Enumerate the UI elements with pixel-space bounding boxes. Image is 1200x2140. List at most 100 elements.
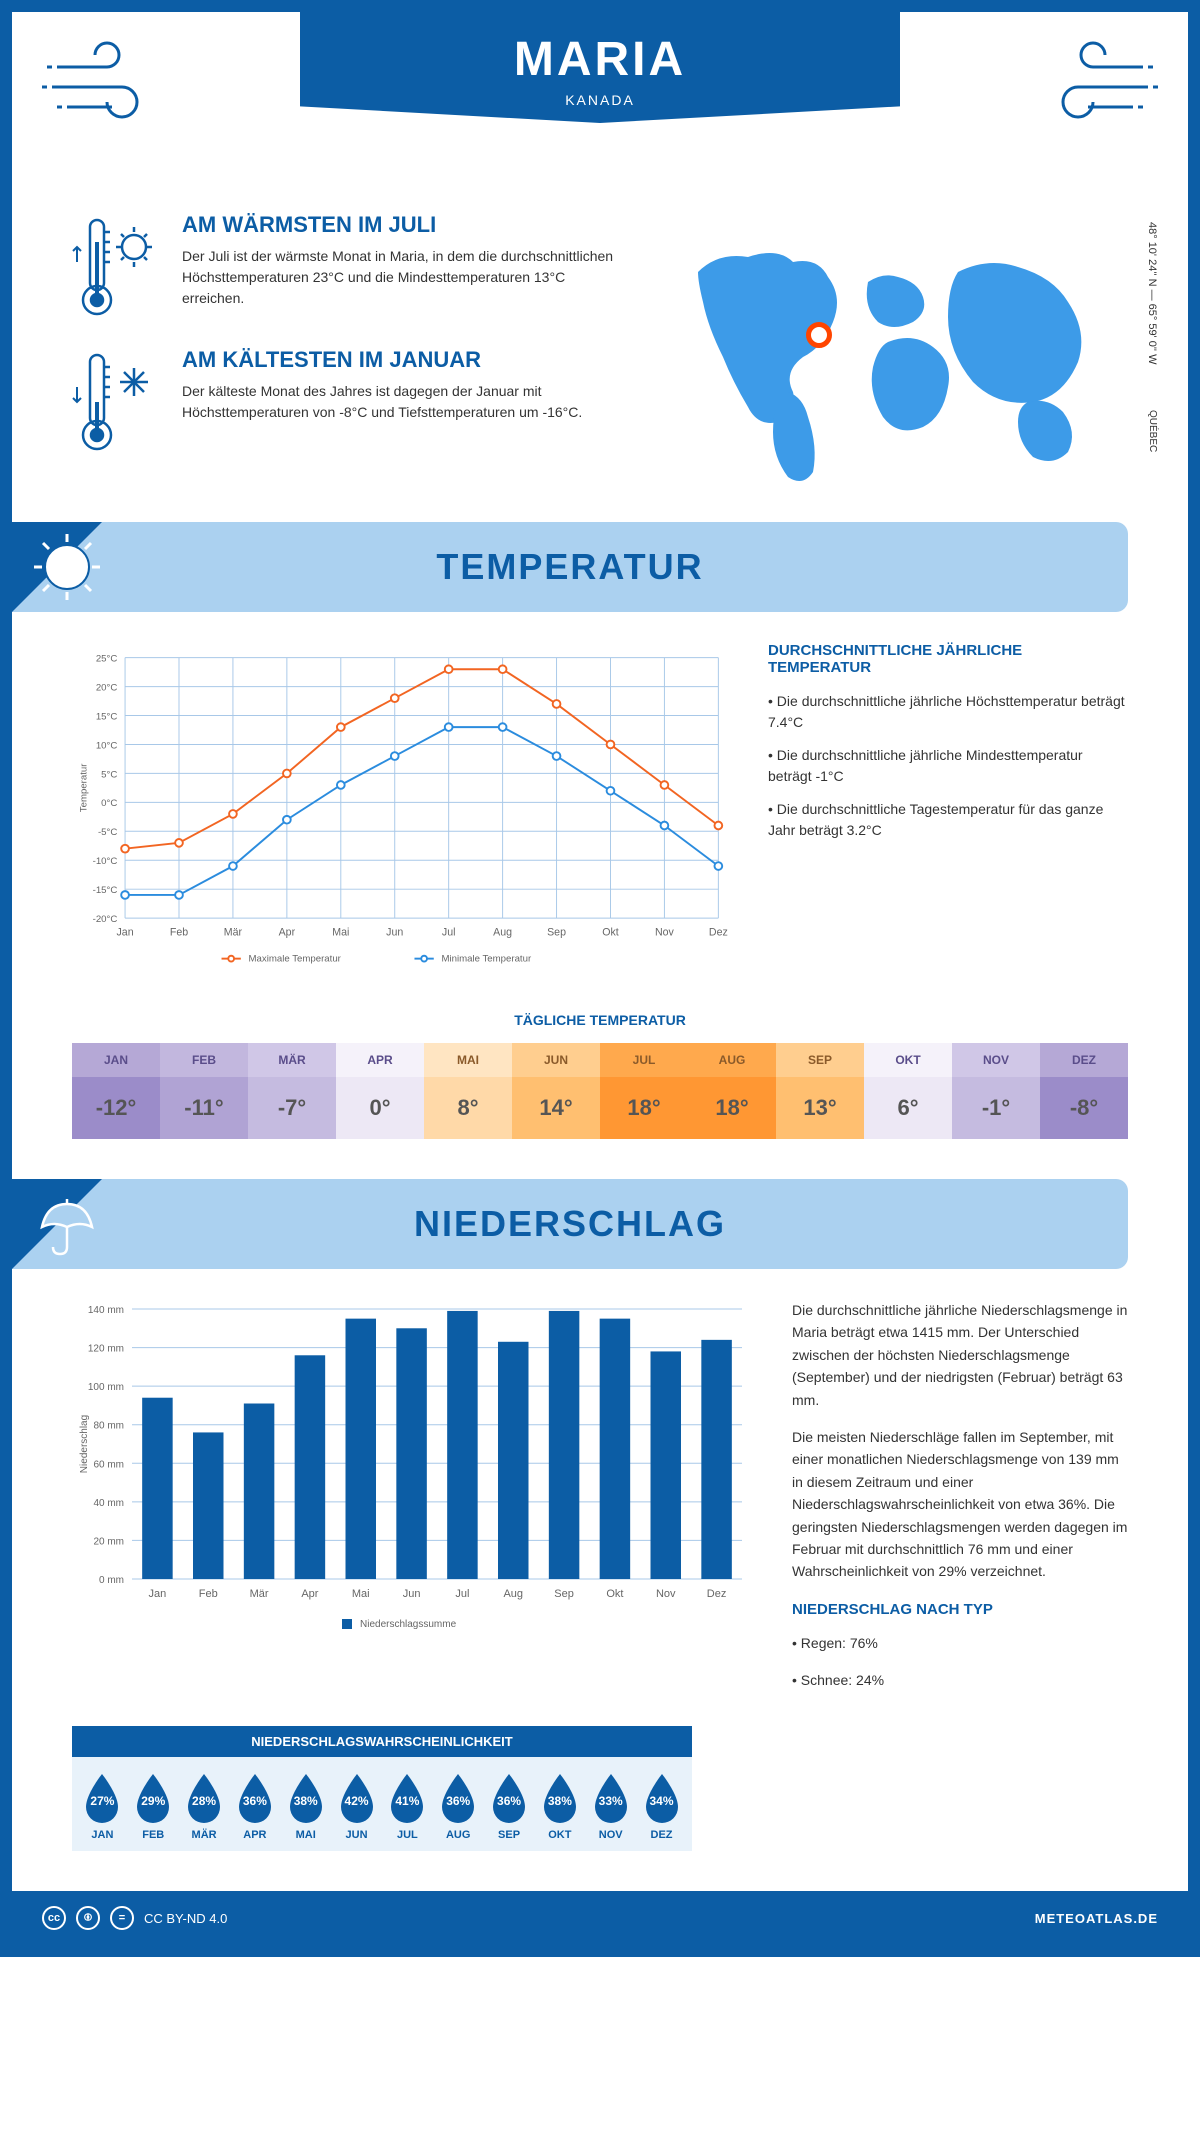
svg-text:Feb: Feb	[170, 926, 188, 938]
svg-text:Mai: Mai	[332, 926, 349, 938]
probability-cell: 36% APR	[229, 1772, 280, 1841]
svg-text:20 mm: 20 mm	[93, 1536, 124, 1547]
daily-value: -12°	[72, 1077, 160, 1139]
svg-text:Jun: Jun	[386, 926, 403, 938]
svg-text:20°C: 20°C	[96, 682, 118, 693]
svg-text:60 mm: 60 mm	[93, 1459, 124, 1470]
svg-text:Maximale Temperatur: Maximale Temperatur	[249, 954, 342, 965]
drop-icon: 34%	[641, 1772, 683, 1824]
svg-text:Jan: Jan	[149, 1588, 167, 1600]
svg-text:Jul: Jul	[442, 926, 456, 938]
svg-text:100 mm: 100 mm	[88, 1382, 124, 1393]
svg-text:25°C: 25°C	[96, 654, 118, 665]
svg-text:-10°C: -10°C	[93, 856, 118, 867]
precip-text-1: Die durchschnittliche jährliche Niedersc…	[792, 1299, 1128, 1411]
svg-text:80 mm: 80 mm	[93, 1421, 124, 1432]
location-marker	[806, 322, 832, 348]
temp-bullet: • Die durchschnittliche jährliche Höchst…	[768, 691, 1128, 733]
probability-cell: 36% AUG	[433, 1772, 484, 1841]
thermometer-snow-icon	[72, 347, 162, 457]
region-label: Québec	[1147, 410, 1158, 452]
probability-row: 27% JAN 29% FEB 28% MÄR 36% APR 38% MAI …	[72, 1757, 692, 1851]
daily-value: -1°	[952, 1077, 1040, 1139]
probability-cell: 42% JUN	[331, 1772, 382, 1841]
daily-value: -7°	[248, 1077, 336, 1139]
daily-month: SEP	[776, 1043, 864, 1077]
svg-text:Mär: Mär	[224, 926, 243, 938]
svg-text:Feb: Feb	[199, 1588, 218, 1600]
svg-text:Nov: Nov	[656, 1588, 676, 1600]
svg-text:Sep: Sep	[547, 926, 566, 938]
precip-type-bullet: • Regen: 76%	[792, 1632, 1128, 1654]
svg-text:10°C: 10°C	[96, 740, 118, 751]
probability-cell: 34% DEZ	[636, 1772, 687, 1841]
svg-text:Jun: Jun	[403, 1588, 421, 1600]
daily-value: 18°	[688, 1077, 776, 1139]
temperature-facts: AM WÄRMSTEN IM JULI Der Juli ist der wär…	[72, 212, 618, 492]
daily-value: -8°	[1040, 1077, 1128, 1139]
warmest-fact: AM WÄRMSTEN IM JULI Der Juli ist der wär…	[72, 212, 618, 322]
license-info: cc 🅯 = CC BY-ND 4.0	[42, 1906, 227, 1930]
precipitation-section-header: NIEDERSCHLAG	[12, 1179, 1128, 1269]
svg-text:Sep: Sep	[554, 1588, 574, 1600]
temperature-line-chart: -20°C-15°C-10°C-5°C0°C5°C10°C15°C20°C25°…	[72, 642, 728, 982]
probability-cell: 28% MÄR	[179, 1772, 230, 1841]
probability-cell: 38% OKT	[534, 1772, 585, 1841]
drop-icon: 38%	[285, 1772, 327, 1824]
probability-title: NIEDERSCHLAGSWAHRSCHEINLICHKEIT	[72, 1726, 692, 1757]
coldest-fact: AM KÄLTESTEN IM JANUAR Der kälteste Mona…	[72, 347, 618, 457]
svg-text:40 mm: 40 mm	[93, 1498, 124, 1509]
country-subtitle: KANADA	[300, 92, 900, 108]
svg-text:Mär: Mär	[250, 1588, 269, 1600]
probability-cell: 41% JUL	[382, 1772, 433, 1841]
drop-icon: 41%	[386, 1772, 428, 1824]
cc-icon: cc	[42, 1906, 66, 1930]
drop-icon: 28%	[183, 1772, 225, 1824]
svg-text:Okt: Okt	[606, 1588, 623, 1600]
svg-text:Okt: Okt	[602, 926, 619, 938]
precip-text-2: Die meisten Niederschläge fallen im Sept…	[792, 1426, 1128, 1583]
daily-value-row: -12°-11°-7°0°8°14°18°18°13°6°-1°-8°	[72, 1077, 1128, 1139]
temp-bullet: • Die durchschnittliche Tagestemperatur …	[768, 799, 1128, 841]
precipitation-body: 0 mm 20 mm 40 mm 60 mm 80 mm 100 mm 120 mm 140 …	[12, 1299, 1188, 1706]
footer: cc 🅯 = CC BY-ND 4.0 METEOATLAS.DE	[12, 1891, 1188, 1945]
drop-icon: 29%	[132, 1772, 174, 1824]
temperature-title: TEMPERATUR	[12, 546, 1128, 588]
title-banner: MARIA KANADA	[300, 12, 900, 123]
umbrella-icon	[32, 1189, 102, 1259]
probability-box: NIEDERSCHLAGSWAHRSCHEINLICHKEIT 27% JAN …	[72, 1726, 692, 1851]
svg-text:Apr: Apr	[301, 1588, 318, 1600]
daily-month: MAI	[424, 1043, 512, 1077]
svg-text:0 mm: 0 mm	[99, 1575, 124, 1586]
temp-bullet: • Die durchschnittliche jährliche Mindes…	[768, 745, 1128, 787]
probability-cell: 36% SEP	[484, 1772, 535, 1841]
svg-text:Jul: Jul	[455, 1588, 469, 1600]
svg-text:Dez: Dez	[709, 926, 728, 938]
world-map: 48° 10' 24'' N — 65° 59' 0'' W Québec	[658, 212, 1128, 492]
daily-value: 0°	[336, 1077, 424, 1139]
svg-text:120 mm: 120 mm	[88, 1344, 124, 1355]
coldest-title: AM KÄLTESTEN IM JANUAR	[182, 347, 618, 373]
coldest-text: Der kälteste Monat des Jahres ist dagege…	[182, 381, 618, 423]
temperature-section-header: TEMPERATUR	[12, 522, 1128, 612]
probability-cell: 38% MAI	[280, 1772, 331, 1841]
nd-icon: =	[110, 1906, 134, 1930]
drop-icon: 27%	[81, 1772, 123, 1824]
svg-text:Mai: Mai	[352, 1588, 370, 1600]
svg-text:Niederschlagssumme: Niederschlagssumme	[360, 1619, 457, 1630]
drop-icon: 42%	[336, 1772, 378, 1824]
sun-icon	[32, 532, 102, 602]
daily-month: FEB	[160, 1043, 248, 1077]
probability-cell: 27% JAN	[77, 1772, 128, 1841]
thermometer-sun-icon	[72, 212, 162, 322]
daily-month: AUG	[688, 1043, 776, 1077]
drop-icon: 38%	[539, 1772, 581, 1824]
temp-info-title: DURCHSCHNITTLICHE JÄHRLICHE TEMPERATUR	[768, 642, 1128, 676]
probability-cell: 33% NOV	[585, 1772, 636, 1841]
wind-icon-right	[1018, 32, 1158, 132]
svg-text:Jan: Jan	[117, 926, 134, 938]
svg-text:140 mm: 140 mm	[88, 1305, 124, 1316]
drop-icon: 36%	[437, 1772, 479, 1824]
svg-text:Aug: Aug	[503, 1588, 523, 1600]
precipitation-info: Die durchschnittliche jährliche Niedersc…	[792, 1299, 1128, 1706]
